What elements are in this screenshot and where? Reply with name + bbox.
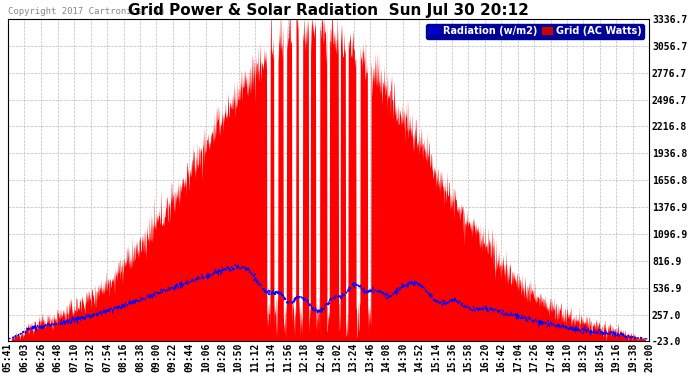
- Text: Copyright 2017 Cartronics.com: Copyright 2017 Cartronics.com: [8, 7, 164, 16]
- Legend: Radiation (w/m2), Grid (AC Watts): Radiation (w/m2), Grid (AC Watts): [426, 24, 644, 39]
- Title: Grid Power & Solar Radiation  Sun Jul 30 20:12: Grid Power & Solar Radiation Sun Jul 30 …: [128, 3, 529, 18]
